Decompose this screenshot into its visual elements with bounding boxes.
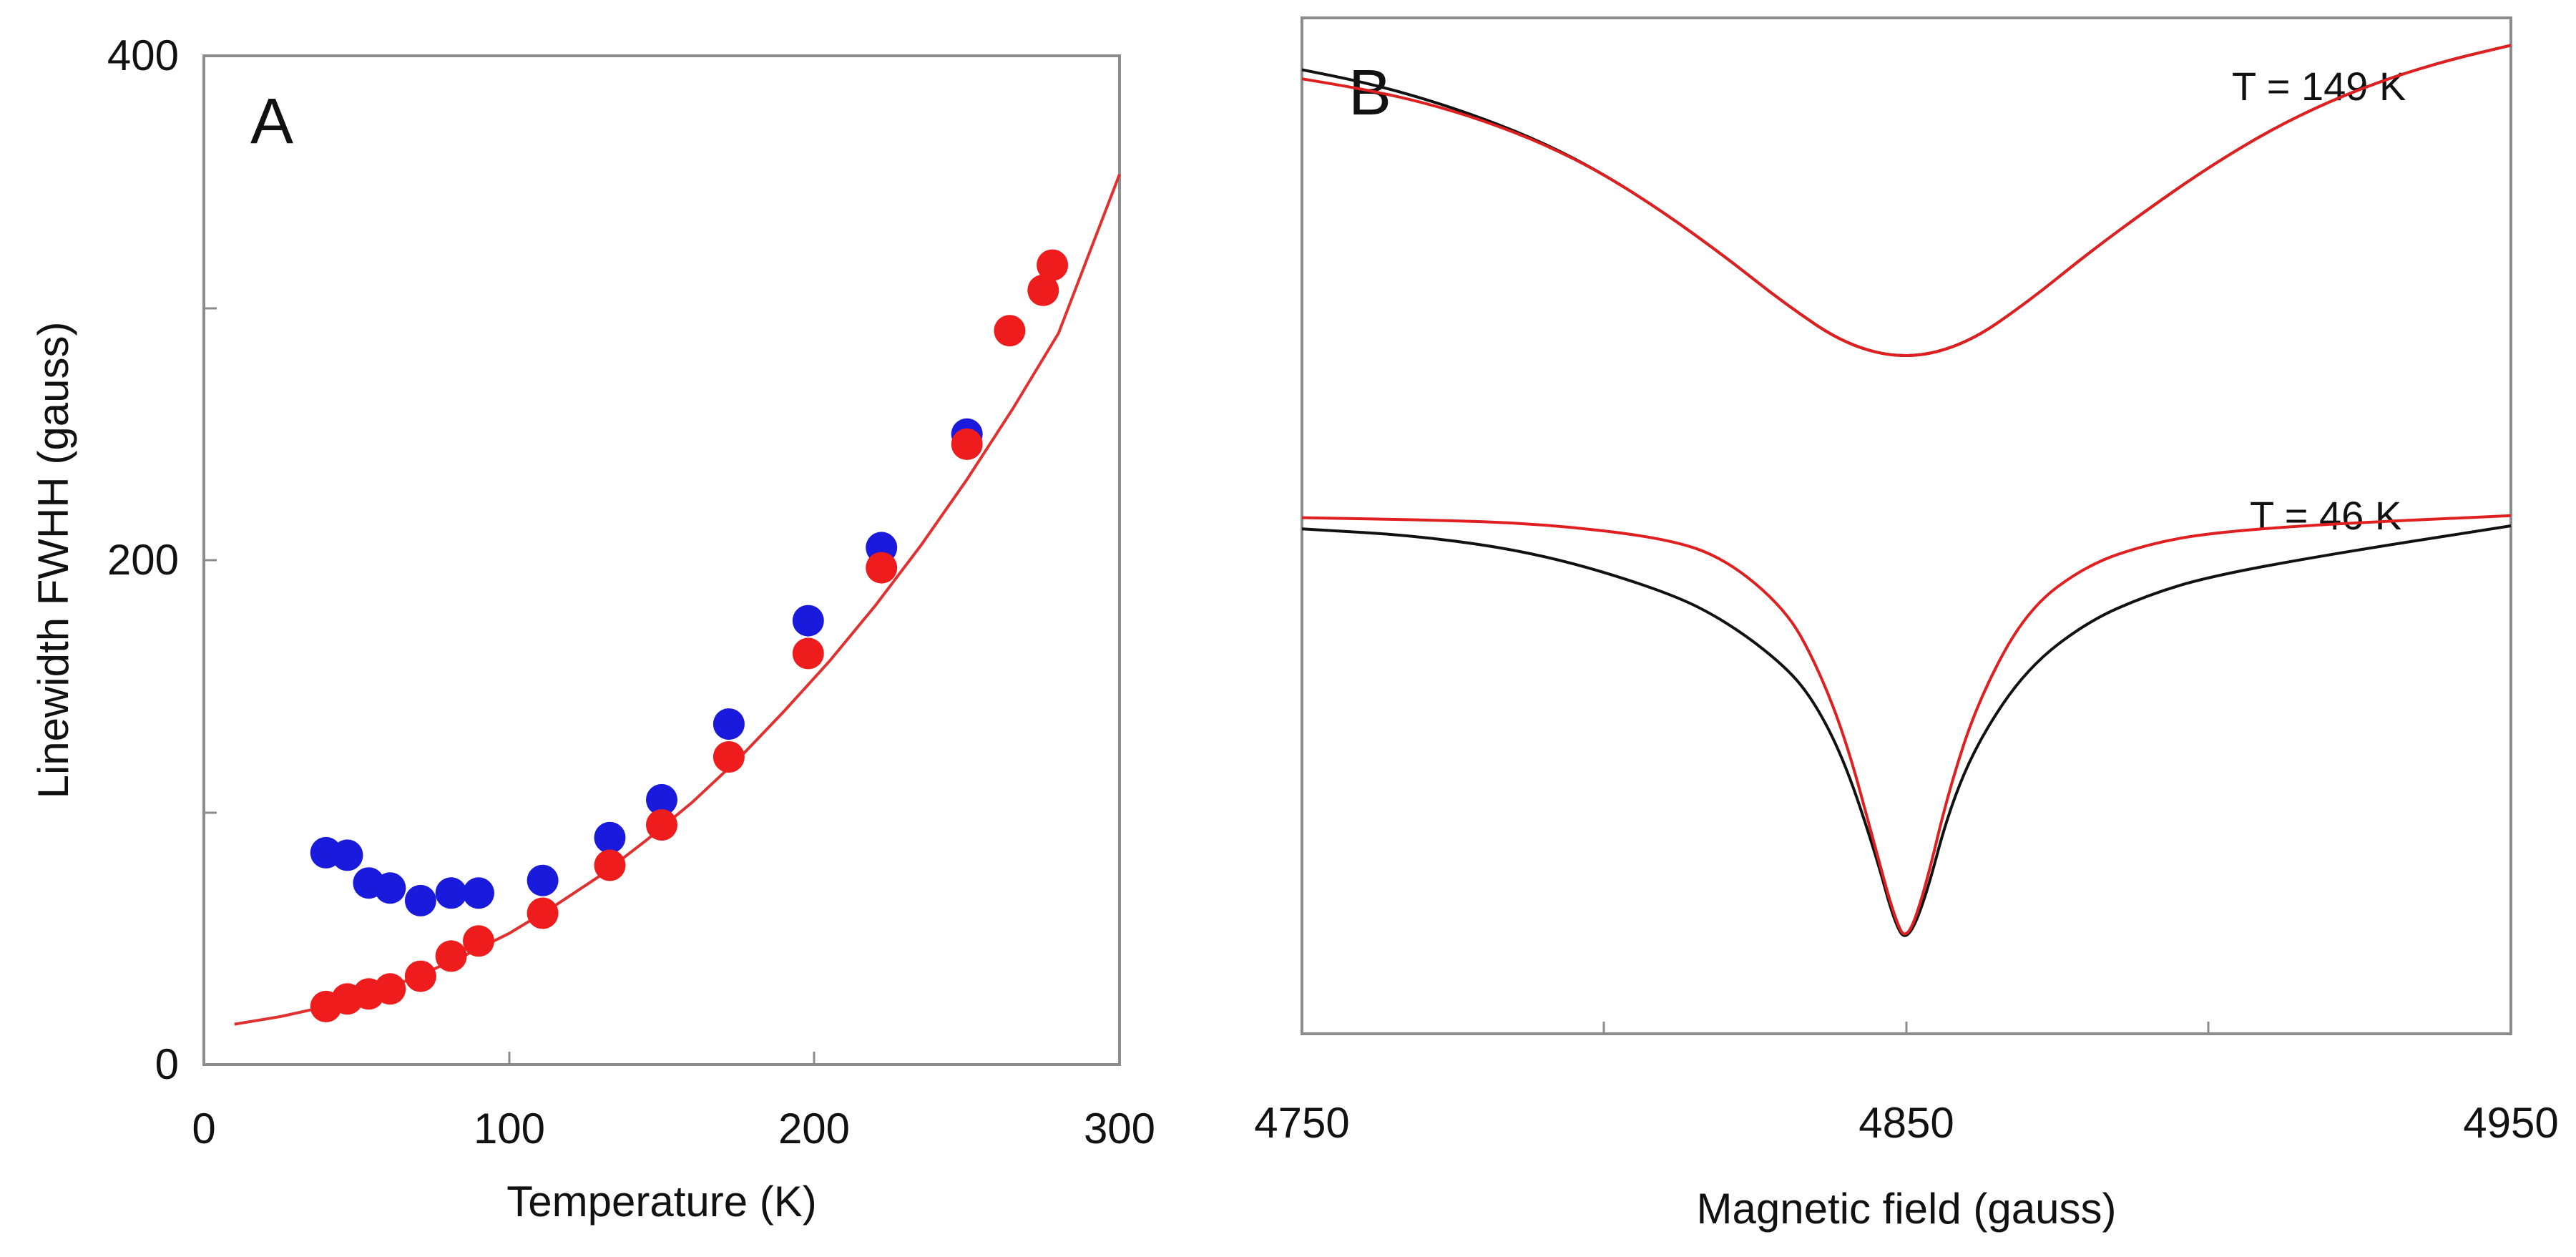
panel-b-marks bbox=[1301, 44, 2512, 937]
blue-data-point bbox=[527, 864, 559, 896]
red-data-point bbox=[594, 849, 626, 881]
blue-data-point bbox=[374, 872, 406, 904]
blue-data-point bbox=[463, 877, 494, 909]
red-data-point bbox=[792, 637, 824, 670]
red-data-point bbox=[374, 973, 406, 1005]
blue-data-point bbox=[435, 877, 467, 909]
red-data-point bbox=[527, 897, 559, 929]
blue-data-point bbox=[594, 821, 626, 854]
panel-a-ytick-label: 200 bbox=[107, 536, 179, 584]
red-data-point bbox=[404, 960, 436, 992]
panel-a-xtick-label: 300 bbox=[1084, 1105, 1155, 1153]
panel-a-letter: A bbox=[250, 86, 293, 157]
red-data-point bbox=[951, 428, 983, 460]
blue-data-point bbox=[792, 605, 824, 637]
panel-a-xtick-label: 100 bbox=[474, 1105, 545, 1153]
spectrum-line-1 bbox=[1301, 44, 2512, 357]
spectrum-line-2 bbox=[1301, 524, 2512, 937]
panel-b-annotation-46k: T = 46 K bbox=[2250, 493, 2401, 538]
red-data-point bbox=[646, 809, 677, 841]
panel-a-xtick-label: 200 bbox=[778, 1105, 850, 1153]
panel-a-axes-ticks bbox=[204, 307, 816, 1065]
red-data-point bbox=[435, 940, 467, 972]
blue-data-point bbox=[646, 783, 677, 816]
panel-b-xtick-label: 4850 bbox=[1858, 1099, 1954, 1147]
panel-b-axes-ticks bbox=[1602, 1022, 2210, 1034]
panel-a-ytick-label: 0 bbox=[155, 1040, 179, 1088]
panel-a-x-axis-title: Temperature (K) bbox=[506, 1178, 816, 1226]
panel-a-frame bbox=[202, 54, 1121, 1066]
red-data-point bbox=[712, 741, 745, 773]
panel-b-xtick-label: 4750 bbox=[1254, 1099, 1349, 1147]
red-data-point bbox=[994, 315, 1026, 347]
panel-a-xtick-label: 0 bbox=[192, 1105, 215, 1153]
red-data-point bbox=[866, 552, 898, 584]
panel-a-y-axis-title: Linewidth FWHH (gauss) bbox=[29, 322, 77, 799]
panel-b-x-axis-title: Magnetic field (gauss) bbox=[1697, 1185, 2117, 1233]
spectrum-line-3 bbox=[1301, 514, 2512, 936]
panel-b-xtick-label: 4950 bbox=[2463, 1099, 2558, 1147]
panel-a-ytick-label: 400 bbox=[107, 31, 179, 79]
panel-b-annotation-149k: T = 149 K bbox=[2232, 64, 2406, 109]
panel-b: 4750 4850 4950 Magnetic field (gauss) B … bbox=[1254, 16, 2559, 1233]
blue-data-point bbox=[331, 839, 363, 871]
red-data-point bbox=[1037, 249, 1069, 281]
blue-data-point bbox=[712, 708, 745, 740]
panel-a: 0 100 200 300 0 200 400 Temperature (K) … bbox=[29, 31, 1155, 1226]
red-data-point bbox=[463, 925, 494, 957]
panel-a-marks bbox=[234, 173, 1121, 1026]
blue-data-point bbox=[404, 884, 436, 916]
red-data-point bbox=[1027, 274, 1059, 306]
